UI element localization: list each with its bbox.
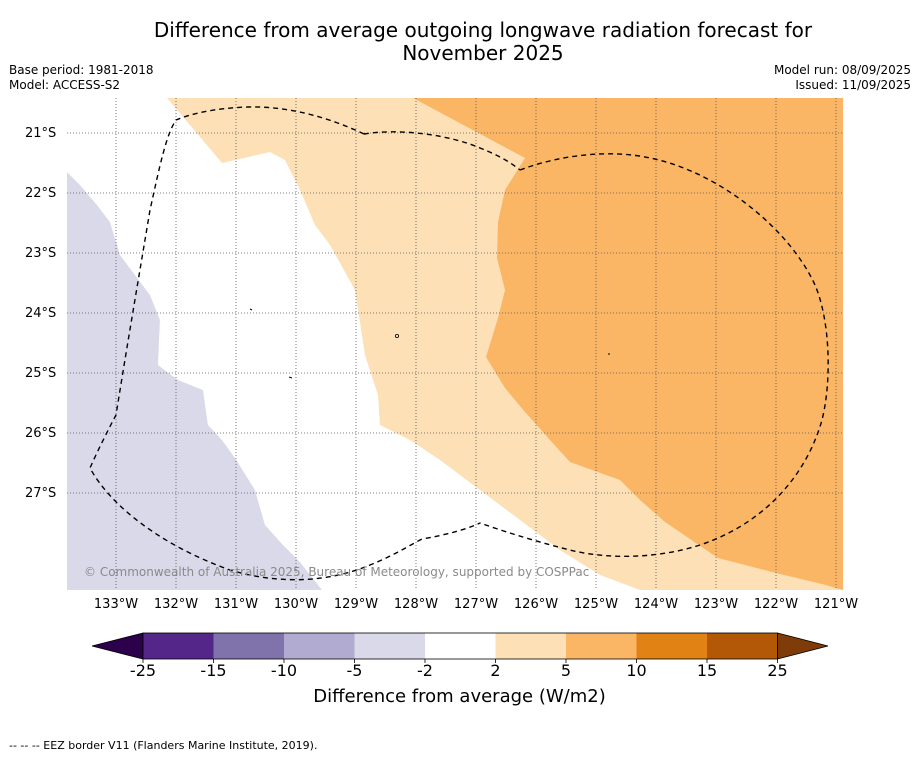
eez-border-footnote: -- -- -- EEZ border V11 (Flanders Marine…: [9, 739, 318, 752]
colorbar-tick-label-25: 25: [767, 661, 788, 680]
eez-border-west: [89, 106, 481, 581]
colorbar-bin-minus-5-to-minus-2: [354, 633, 425, 659]
colorbar-bin-10-to-15: [636, 633, 707, 659]
longitude-label-128w: 128°W: [393, 597, 439, 612]
latitude-label-24s: 24°S: [25, 306, 57, 321]
latitude-label-23s: 23°S: [25, 246, 57, 261]
chart-title-line-2: November 2025: [402, 41, 564, 65]
latitude-label-27s: 27°S: [25, 486, 57, 501]
colorbar-extend-low: [91, 632, 144, 660]
colorbar-title: Difference from average (W/m2): [313, 686, 606, 707]
colorbar-tick-label-minus-10: -10: [270, 661, 298, 680]
issued-label: Issued: 11/09/2025: [795, 78, 911, 92]
longitude-label-127w: 127°W: [453, 597, 499, 612]
eez-border-north: [363, 131, 521, 171]
band-minus-5-to-minus-2: [67, 172, 322, 590]
longitude-label-124w: 124°W: [633, 597, 679, 612]
longitude-label-133w: 133°W: [93, 597, 139, 612]
longitude-label-126w: 126°W: [513, 597, 559, 612]
longitude-label-132w: 132°W: [153, 597, 199, 612]
colorbar-bin-minus-10-to-minus-5: [284, 633, 355, 659]
latitude-label-25s: 25°S: [25, 366, 57, 381]
latitude-label-21s: 21°S: [25, 126, 57, 141]
colorbar-tick-label-minus-25: -25: [129, 661, 157, 680]
longitude-label-123w: 123°W: [693, 597, 739, 612]
colorbar-tick-label-minus-15: -15: [200, 661, 227, 680]
graticule: [67, 98, 843, 590]
longitude-label-129w: 129°W: [333, 597, 379, 612]
colorbar-tick-label-5: 5: [560, 661, 572, 680]
colorbar-tick-label-minus-2: -2: [417, 661, 433, 680]
colorbar-ticks: [142, 659, 778, 663]
longitude-label-122w: 122°W: [753, 597, 799, 612]
longitude-label-125w: 125°W: [573, 597, 619, 612]
base-period-label: Base period: 1981-2018: [9, 63, 154, 77]
chart-title-line-1: Difference from average outgoing longwav…: [153, 18, 813, 42]
colorbar-bin-2-to-5: [495, 633, 566, 659]
colorbar-tick-label-15: 15: [696, 661, 718, 680]
band-5-to-10: [413, 98, 843, 590]
colorbar-bin-minus-2-to-2: [425, 633, 496, 659]
colorbar-bin-5-to-10: [566, 633, 637, 659]
colorbar-tick-label-2: 2: [490, 661, 501, 680]
islet-marker-2: [288, 376, 293, 379]
colorbar-outline: [142, 632, 778, 660]
longitude-label-131w: 131°W: [213, 597, 259, 612]
copyright-notice: © Commonwealth of Australia 2025, Bureau…: [84, 565, 590, 579]
model-label: Model: ACCESS-S2: [9, 78, 121, 92]
colorbar-extend-high: [777, 632, 829, 660]
latitude-label-22s: 22°S: [25, 186, 57, 201]
longitude-label-121w: 121°W: [813, 597, 859, 612]
colorbar-bin-minus-15-to-minus-10: [213, 633, 284, 659]
colorbar-tick-label-minus-5: -5: [346, 661, 363, 680]
eez-border-east-circle: [479, 153, 829, 558]
colorbar-bin-15-to-25: [707, 633, 778, 659]
longitude-label-130w: 130°W: [273, 597, 319, 612]
islet-marker-3: [394, 333, 399, 338]
islet-marker-1: [249, 308, 253, 311]
near-average-gap: [67, 98, 640, 590]
model-run-label: Model run: 08/09/2025: [773, 63, 911, 77]
colorbar-bin-minus-25-to-minus-15: [143, 633, 214, 659]
latitude-label-26s: 26°S: [25, 426, 57, 441]
colorbar-tick-label-10: 10: [626, 661, 647, 680]
